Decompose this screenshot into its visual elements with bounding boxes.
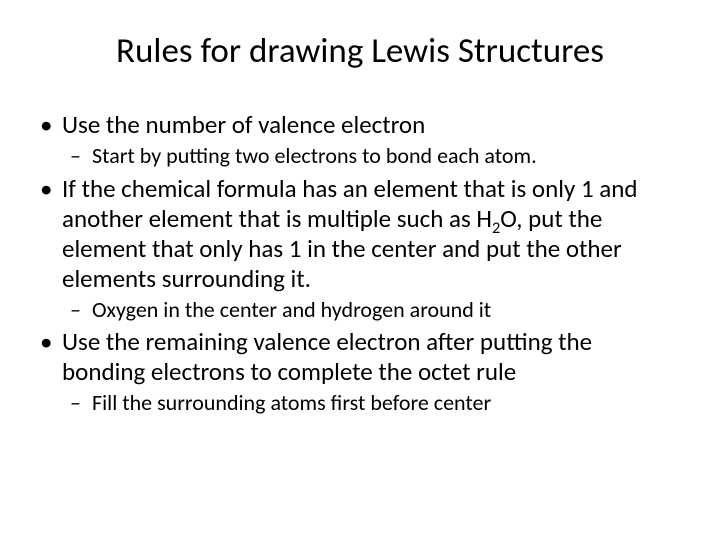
bullet-list: Use the number of valence electron Start… bbox=[40, 110, 680, 417]
sub-list-item: Oxygen in the center and hydrogen around… bbox=[92, 296, 680, 324]
sub-list-item: Fill the surrounding atoms first before … bbox=[92, 389, 680, 417]
list-item: Use the number of valence electron Start… bbox=[62, 110, 680, 170]
bullet-text: If the chemical formula has an element t… bbox=[62, 173, 638, 294]
list-item: Use the remaining valence electron after… bbox=[62, 327, 680, 417]
sub-list-item: Start by putting two electrons to bond e… bbox=[92, 142, 680, 170]
sub-list: Oxygen in the center and hydrogen around… bbox=[62, 296, 680, 324]
list-item: If the chemical formula has an element t… bbox=[62, 174, 680, 324]
slide-title: Rules for drawing Lewis Structures bbox=[40, 30, 680, 72]
bullet-text: Use the remaining valence electron after… bbox=[62, 326, 592, 387]
sub-list: Start by putting two electrons to bond e… bbox=[62, 142, 680, 170]
sub-list: Fill the surrounding atoms first before … bbox=[62, 389, 680, 417]
bullet-text: Use the number of valence electron bbox=[62, 109, 425, 140]
